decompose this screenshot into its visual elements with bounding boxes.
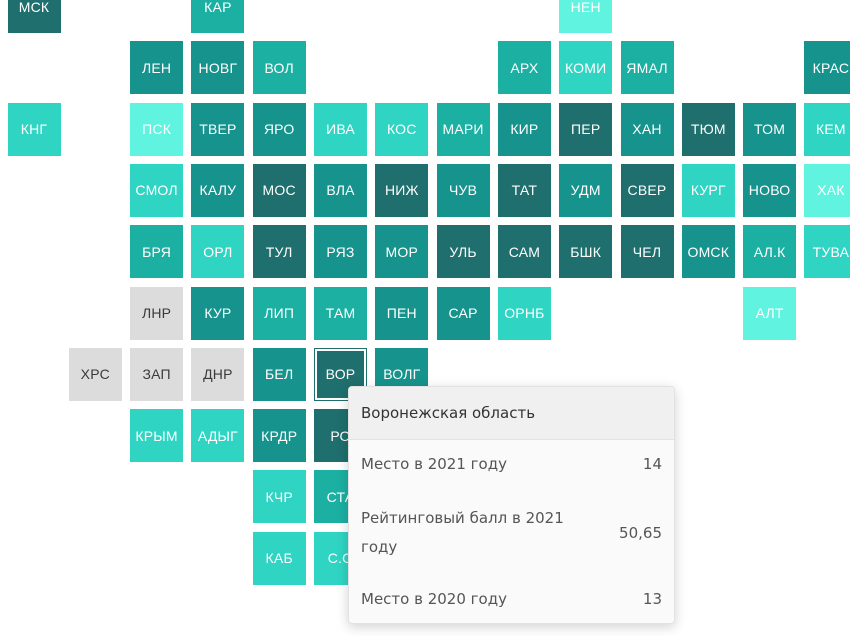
tooltip-row-value: 14	[642, 455, 662, 473]
region-tile-смол[interactable]: СМОЛ	[130, 163, 184, 217]
region-tile-ниж[interactable]: НИЖ	[375, 163, 429, 217]
region-tile-тюм[interactable]: ТЮМ	[681, 102, 735, 156]
region-tile-тул[interactable]: ТУЛ	[252, 225, 306, 279]
region-tile-кем[interactable]: КЕМ	[804, 102, 850, 156]
region-tile-лип[interactable]: ЛИП	[252, 286, 306, 340]
region-tile-твер[interactable]: ТВЕР	[191, 102, 245, 156]
region-tile-крым[interactable]: КРЫМ	[130, 409, 184, 463]
region-tile-чув[interactable]: ЧУВ	[436, 163, 490, 217]
tooltip-row-place-2021: Место в 2021 году 14	[361, 450, 662, 479]
region-tile-ново[interactable]: НОВО	[743, 163, 797, 217]
region-tile-кос[interactable]: КОС	[375, 102, 429, 156]
region-tooltip: Воронежская область Место в 2021 году 14…	[348, 386, 675, 624]
region-tile-кчр[interactable]: КЧР	[252, 470, 306, 524]
region-tile-вла[interactable]: ВЛА	[314, 163, 367, 217]
region-tile-пер[interactable]: ПЕР	[559, 102, 613, 156]
tooltip-title: Воронежская область	[349, 387, 674, 440]
region-tile-бел[interactable]: БЕЛ	[252, 347, 306, 401]
tooltip-row-label: Место в 2021 году	[361, 455, 507, 473]
region-tile-кур[interactable]: КУР	[191, 286, 245, 340]
region-tile-алт[interactable]: АЛТ	[743, 286, 797, 340]
region-tile-тат[interactable]: ТАТ	[497, 163, 551, 217]
region-tile-орнб[interactable]: ОРНБ	[497, 286, 551, 340]
region-tile-сам[interactable]: САМ	[497, 225, 551, 279]
tooltip-row-score-2021: Рейтинговый балл в 2021 году 50,65	[361, 504, 662, 562]
region-tile-ряз[interactable]: РЯЗ	[314, 225, 367, 279]
region-tile-мос[interactable]: МОС	[252, 163, 306, 217]
region-tile-калу[interactable]: КАЛУ	[191, 163, 245, 217]
region-tile-адыг[interactable]: АДЫГ	[191, 409, 245, 463]
region-tile-алк[interactable]: АЛ.К	[743, 225, 797, 279]
region-tile-новг[interactable]: НОВГ	[191, 41, 245, 95]
region-tile-ямал[interactable]: ЯМАЛ	[620, 41, 674, 95]
region-tile-кар[interactable]: КАР	[191, 0, 245, 33]
region-tile-уль[interactable]: УЛЬ	[436, 225, 490, 279]
region-tile-нен[interactable]: НЕН	[559, 0, 613, 33]
region-tile-сар[interactable]: САР	[436, 286, 490, 340]
tooltip-row-label: Место в 2020 году	[361, 590, 507, 608]
region-tile-яро[interactable]: ЯРО	[252, 102, 306, 156]
region-tile-бря[interactable]: БРЯ	[130, 225, 184, 279]
region-tile-вол[interactable]: ВОЛ	[252, 41, 306, 95]
region-tile-вор[interactable]: ВОР	[314, 347, 367, 401]
region-tile-арх[interactable]: АРХ	[497, 41, 551, 95]
region-tile-крдр[interactable]: КРДР	[252, 409, 306, 463]
tooltip-row-place-2020: Место в 2020 году 13	[361, 585, 662, 614]
region-tile-тува[interactable]: ТУВА	[804, 225, 850, 279]
tooltip-row-value: 50,65	[619, 523, 662, 542]
region-tile-мари[interactable]: МАРИ	[436, 102, 490, 156]
region-tile-там[interactable]: ТАМ	[314, 286, 367, 340]
region-tile-зап[interactable]: ЗАП	[130, 347, 184, 401]
region-tile-кнг[interactable]: КНГ	[7, 102, 61, 156]
tooltip-row-value: 13	[642, 590, 662, 608]
region-tile-лен[interactable]: ЛЕН	[130, 41, 184, 95]
region-tile-кир[interactable]: КИР	[497, 102, 551, 156]
region-tile-хрс[interactable]: ХРС	[68, 347, 122, 401]
region-tile-мск[interactable]: МСК	[7, 0, 61, 33]
region-tile-бшк[interactable]: БШК	[559, 225, 613, 279]
region-tile-омск[interactable]: ОМСК	[681, 225, 735, 279]
tooltip-row-label: Рейтинговый балл в 2021 году	[361, 509, 564, 556]
region-tile-лнр[interactable]: ЛНР	[130, 286, 184, 340]
region-tile-пск[interactable]: ПСК	[130, 102, 184, 156]
region-tile-пен[interactable]: ПЕН	[375, 286, 429, 340]
region-tile-ива[interactable]: ИВА	[314, 102, 367, 156]
region-tile-хак[interactable]: ХАК	[804, 163, 850, 217]
region-tile-крас[interactable]: КРАС	[804, 41, 850, 95]
region-tile-каб[interactable]: КАБ	[252, 531, 306, 585]
region-tile-чел[interactable]: ЧЕЛ	[620, 225, 674, 279]
region-tile-мор[interactable]: МОР	[375, 225, 429, 279]
region-tile-удм[interactable]: УДМ	[559, 163, 613, 217]
region-tile-кург[interactable]: КУРГ	[681, 163, 735, 217]
region-tile-том[interactable]: ТОМ	[743, 102, 797, 156]
region-tile-свер[interactable]: СВЕР	[620, 163, 674, 217]
region-tile-хан[interactable]: ХАН	[620, 102, 674, 156]
region-tile-днр[interactable]: ДНР	[191, 347, 245, 401]
region-tile-коми[interactable]: КОМИ	[559, 41, 613, 95]
region-tile-орл[interactable]: ОРЛ	[191, 225, 245, 279]
